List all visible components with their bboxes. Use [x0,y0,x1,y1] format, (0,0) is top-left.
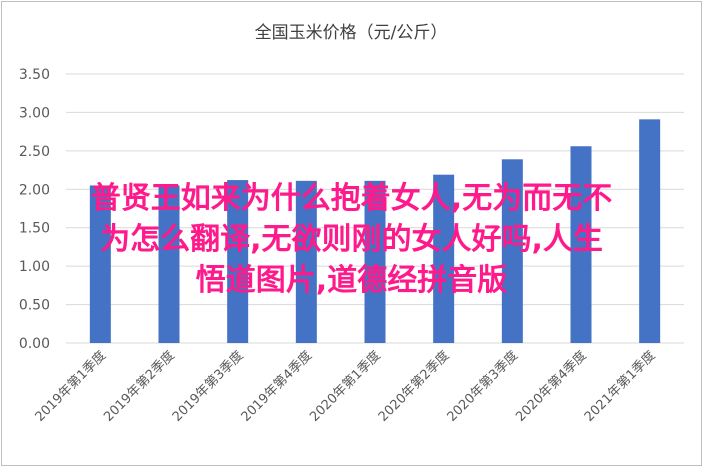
y-tick-label: 3.50 [19,67,50,83]
bar [501,159,523,343]
bar [433,174,455,343]
x-tick-label: 2021年第1季度 [581,348,658,425]
y-tick-label: 2.50 [19,144,50,160]
y-axis-ticks: 0.00 0.50 1.00 1.50 2.00 2.50 3.00 3.50 [19,67,50,352]
x-tick-label: 2019年第2季度 [100,348,177,425]
bar [570,146,592,343]
x-tick-label: 2019年第4季度 [238,348,315,425]
x-axis-ticks: 2019年第1季度2019年第2季度2019年第3季度2019年第4季度2020… [32,348,659,425]
x-tick-label: 2020年第4季度 [512,348,589,425]
chart-title: 全国玉米价格（元/公斤） [255,23,448,43]
y-tick-label: 1.00 [19,259,50,275]
bar [364,180,386,343]
y-tick-label: 1.50 [19,221,50,237]
y-tick-label: 2.00 [19,182,50,198]
y-tick-label: 0.50 [19,298,50,314]
y-tick-label: 3.00 [19,105,50,121]
bar [158,185,180,343]
x-tick-label: 2019年第1季度 [32,348,109,425]
bars [89,119,661,344]
bar [295,180,317,343]
x-tick-label: 2020年第2季度 [375,348,452,425]
y-tick-label: 0.00 [19,336,50,352]
x-tick-label: 2020年第3季度 [444,348,521,425]
x-tick-label: 2020年第1季度 [306,348,383,425]
x-tick-label: 2019年第3季度 [169,348,246,425]
bar [639,119,661,344]
bar [227,180,249,343]
bar [89,185,111,343]
